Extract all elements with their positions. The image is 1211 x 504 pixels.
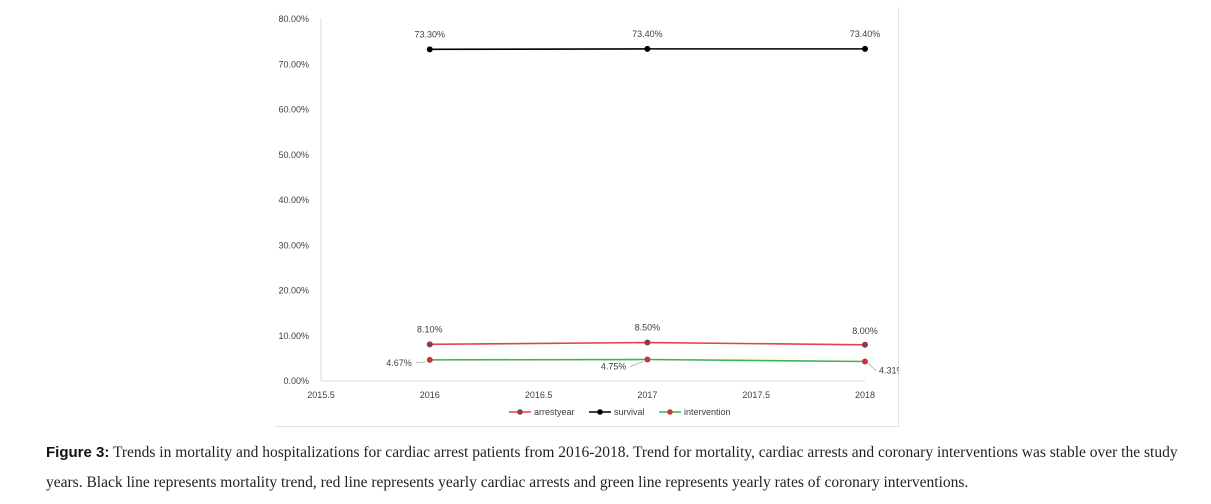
data-label-arrestyear: 8.00% — [852, 326, 878, 336]
legend-marker-intervention — [667, 409, 673, 415]
figure-caption: Figure 3: Trends in mortality and hospit… — [46, 438, 1186, 498]
data-point-arrestyear — [862, 341, 868, 348]
data-label-intervention: 4.67% — [386, 358, 412, 368]
data-label-survival: 73.40% — [850, 29, 881, 39]
chart-frame: 0.00% 10.00% 20.00% 30.00% 40.00% 50.00% 60.00… — [275, 7, 899, 427]
data-label-survival: 73.40% — [632, 29, 663, 39]
figure-caption-text: Trends in mortality and hospitalizations… — [46, 444, 1178, 491]
y-tick-label: 10.00% — [278, 331, 309, 341]
data-label-leader — [415, 361, 426, 364]
data-label-leader — [630, 361, 644, 367]
x-tick-label: 2016.5 — [525, 390, 553, 400]
y-tick-label: 80.00% — [278, 14, 309, 24]
y-tick-label: 30.00% — [278, 240, 309, 250]
data-point-intervention — [426, 356, 433, 363]
legend-marker-arrestyear — [517, 409, 523, 415]
data-point-survival — [644, 45, 651, 52]
y-tick-label: 40.00% — [278, 195, 309, 205]
y-tick-label: 0.00% — [283, 376, 309, 386]
x-tick-label: 2015.5 — [307, 390, 335, 400]
y-tick-label: 60.00% — [278, 105, 309, 115]
data-point-survival — [426, 46, 433, 53]
data-point-arrestyear — [426, 341, 433, 348]
x-tick-label: 2017 — [637, 390, 657, 400]
data-label-survival: 73.30% — [415, 29, 446, 39]
data-label-arrestyear: 8.50% — [635, 323, 661, 333]
data-label-leader — [867, 363, 877, 371]
data-label-arrestyear: 8.10% — [417, 324, 443, 334]
legend-label-intervention: intervention — [684, 407, 731, 417]
x-tick-label: 2016 — [420, 390, 440, 400]
line-chart: 0.00% 10.00% 20.00% 30.00% 40.00% 50.00% 60.00… — [278, 14, 899, 417]
data-point-arrestyear — [644, 339, 651, 346]
legend-label-survival: survival — [614, 407, 645, 417]
y-tick-label: 70.00% — [278, 59, 309, 69]
y-tick-label: 20.00% — [278, 286, 309, 296]
data-point-intervention — [644, 356, 651, 363]
x-tick-label: 2018 — [855, 390, 875, 400]
data-point-survival — [862, 45, 868, 52]
data-label-intervention: 4.31% — [879, 365, 899, 375]
data-label-intervention: 4.75% — [601, 362, 627, 372]
figure-caption-label: Figure 3: — [46, 444, 110, 461]
legend-marker-survival — [597, 409, 603, 415]
x-tick-label: 2017.5 — [742, 390, 770, 400]
y-tick-label: 50.00% — [278, 150, 309, 160]
data-point-intervention — [862, 358, 868, 365]
legend-label-arrestyear: arrestyear — [534, 407, 575, 417]
